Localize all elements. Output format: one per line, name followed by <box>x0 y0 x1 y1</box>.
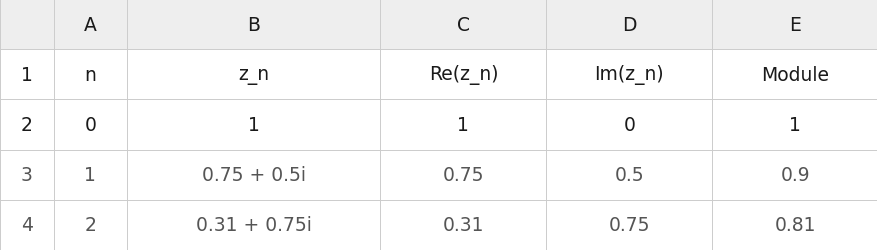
Text: 1: 1 <box>84 166 96 184</box>
Text: C: C <box>456 16 469 34</box>
Text: 0.9: 0.9 <box>780 166 809 184</box>
Bar <box>380 200 545 250</box>
Bar <box>380 150 545 200</box>
Bar <box>126 50 380 100</box>
Text: 0.75 + 0.5i: 0.75 + 0.5i <box>202 166 305 184</box>
Bar <box>53 50 126 100</box>
Text: 2: 2 <box>84 216 96 234</box>
Bar <box>126 200 380 250</box>
Bar <box>545 150 711 200</box>
Text: A: A <box>83 16 96 34</box>
Text: 1: 1 <box>788 116 800 134</box>
Text: 4: 4 <box>21 216 32 234</box>
Bar <box>380 50 545 100</box>
Text: z_n: z_n <box>238 66 269 84</box>
Bar <box>126 150 380 200</box>
Text: 2: 2 <box>21 116 32 134</box>
Text: Im(z_n): Im(z_n) <box>594 65 663 85</box>
Bar <box>711 0 877 50</box>
Bar <box>126 0 380 50</box>
Text: 0.81: 0.81 <box>774 216 815 234</box>
Bar <box>0 200 53 250</box>
Bar <box>53 150 126 200</box>
Bar <box>545 100 711 150</box>
Text: 0.31 + 0.75i: 0.31 + 0.75i <box>196 216 311 234</box>
Bar <box>0 100 53 150</box>
Text: 0.75: 0.75 <box>442 166 483 184</box>
Bar <box>0 50 53 100</box>
Text: Module: Module <box>760 66 828 84</box>
Bar <box>545 200 711 250</box>
Text: B: B <box>246 16 260 34</box>
Bar <box>53 100 126 150</box>
Text: 0.75: 0.75 <box>608 216 649 234</box>
Text: n: n <box>84 66 96 84</box>
Bar <box>545 0 711 50</box>
Bar <box>53 200 126 250</box>
Text: 0.5: 0.5 <box>614 166 644 184</box>
Bar <box>380 100 545 150</box>
Bar <box>711 50 877 100</box>
Bar <box>545 50 711 100</box>
Text: 0.31: 0.31 <box>442 216 483 234</box>
Text: 0: 0 <box>623 116 634 134</box>
Text: 0: 0 <box>84 116 96 134</box>
Text: Re(z_n): Re(z_n) <box>428 65 497 85</box>
Text: D: D <box>621 16 636 34</box>
Bar <box>380 0 545 50</box>
Bar <box>126 100 380 150</box>
Text: E: E <box>788 16 800 34</box>
Text: 3: 3 <box>21 166 32 184</box>
Bar <box>0 150 53 200</box>
Bar <box>53 0 126 50</box>
Text: 1: 1 <box>457 116 469 134</box>
Bar <box>0 0 53 50</box>
Bar <box>711 200 877 250</box>
Bar <box>711 150 877 200</box>
Text: 1: 1 <box>247 116 260 134</box>
Bar <box>711 100 877 150</box>
Text: 1: 1 <box>21 66 32 84</box>
